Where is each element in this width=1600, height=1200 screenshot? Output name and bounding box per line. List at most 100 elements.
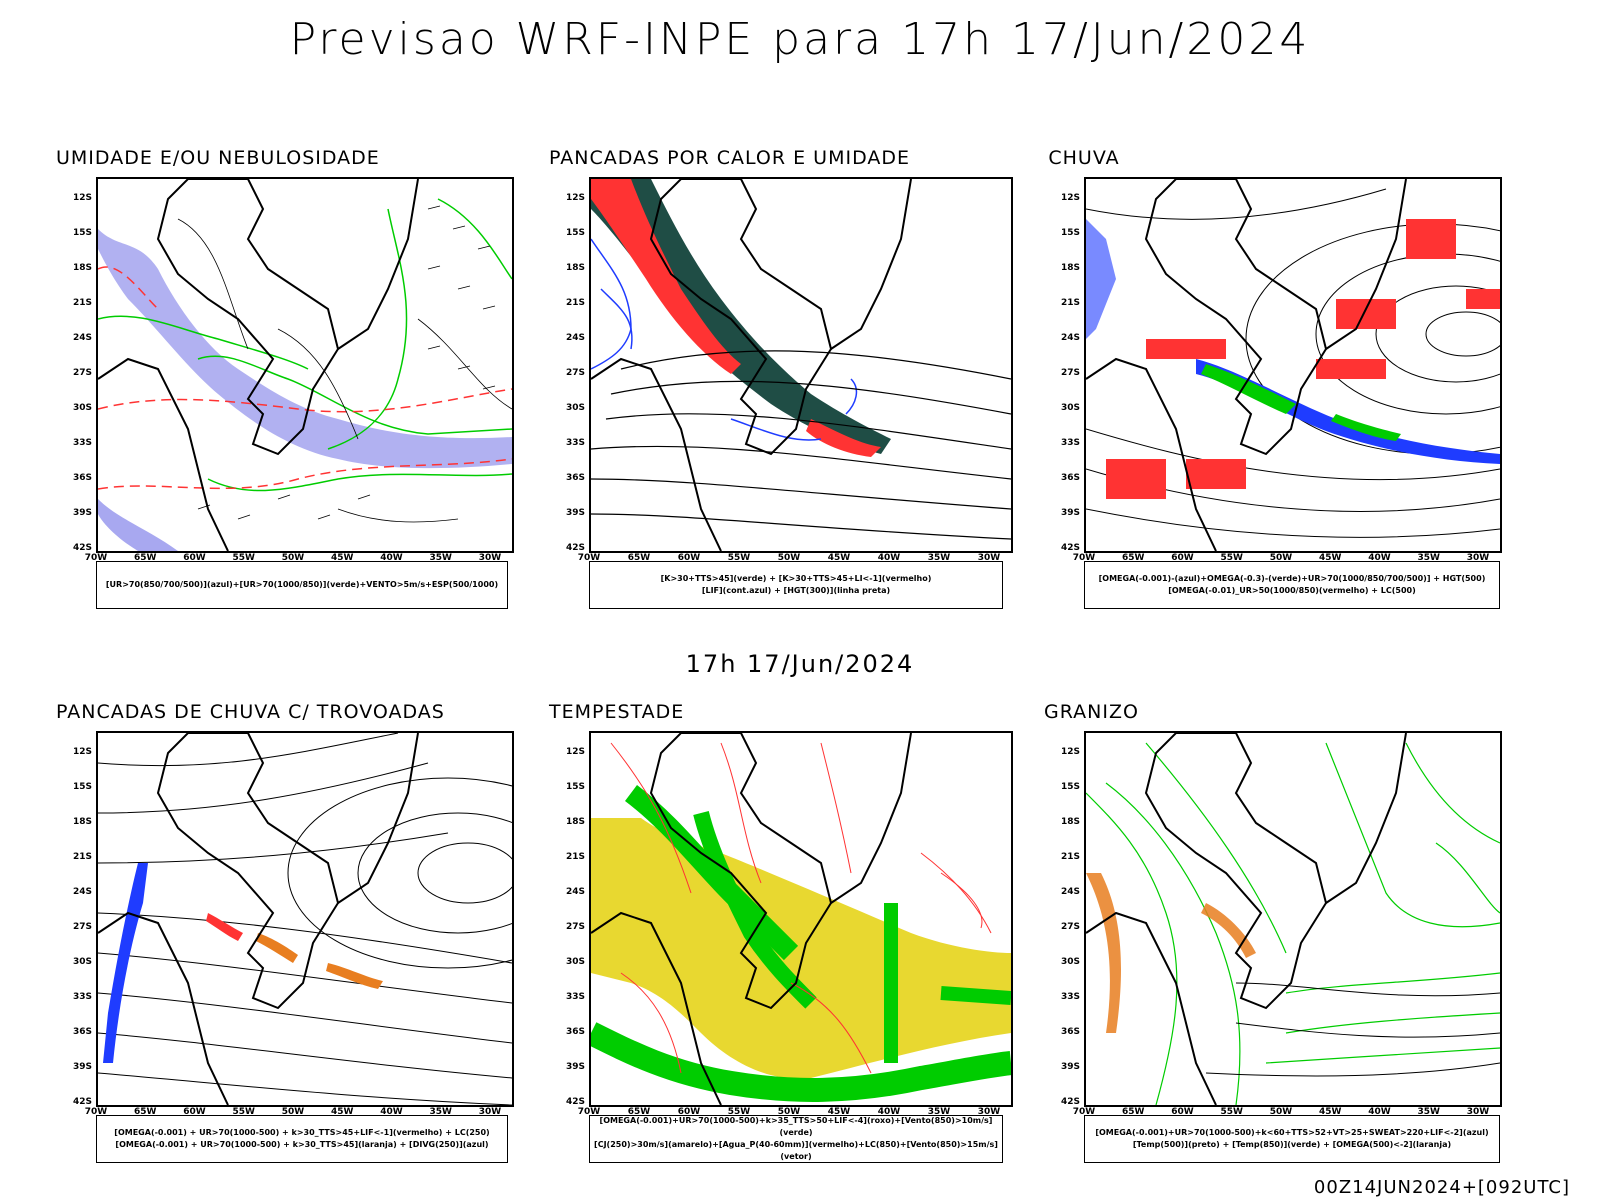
- map-trovoadas: [96, 731, 514, 1107]
- latitude-tick: 21S: [565, 852, 585, 862]
- latitude-tick: 39S: [1060, 1062, 1080, 1072]
- latitude-tick: 15S: [1060, 228, 1080, 238]
- longitude-tick: 50W: [777, 553, 801, 563]
- latitude-tick: 39S: [565, 1062, 585, 1072]
- latitude-tick: 21S: [72, 852, 92, 862]
- longitude-tick: 55W: [727, 553, 751, 563]
- legend-line: [K>30+TTS>45](verde) + [K>30+TTS>45+LI<-…: [660, 574, 932, 583]
- latitude-tick: 27S: [72, 368, 92, 378]
- main-title: Previsao WRF-INPE para 17h 17/Jun/2024: [289, 14, 1311, 65]
- legend-line: [UR>70(850/700/500)](azul)+[UR>70(1000/8…: [105, 580, 499, 589]
- longitude-tick: 50W: [777, 1107, 801, 1117]
- legend-line: [LIF](cont.azul) + [HGT(300)](linha pret…: [701, 586, 891, 595]
- longitude-tick: 45W: [331, 1107, 354, 1117]
- longitude-tick: 65W: [1122, 553, 1145, 563]
- latitude-tick: 12S: [1060, 193, 1080, 203]
- longitude-tick: 55W: [1220, 1107, 1243, 1117]
- legend-box: [OMEGA(-0.001)+UR>70(1000-500)+k>35_TTS>…: [589, 1115, 1003, 1163]
- longitude-tick: 30W: [478, 553, 502, 563]
- longitude-tick: 60W: [677, 1107, 701, 1117]
- latitude-tick: 21S: [1060, 852, 1080, 862]
- latitude-tick: 33S: [565, 438, 585, 448]
- latitude-tick: 24S: [565, 333, 585, 343]
- map-chuva: [1084, 177, 1502, 553]
- panel-title: GRANIZO: [1044, 701, 1139, 723]
- latitude-tick: 15S: [565, 782, 585, 792]
- panel-title: CHUVA: [1048, 147, 1120, 169]
- latitude-tick: 30S: [72, 403, 92, 413]
- longitude-tick: 60W: [1171, 1107, 1194, 1117]
- latitude-tick: 39S: [565, 508, 585, 518]
- panel-title: PANCADAS DE CHUVA C/ TROVOADAS: [56, 701, 445, 723]
- latitude-tick: 12S: [72, 747, 92, 757]
- legend-box: [OMEGA(-0.001)+UR>70(1000-500)+k<60+TTS>…: [1084, 1115, 1500, 1163]
- latitude-tick: 33S: [72, 992, 92, 1002]
- latitude-tick: 18S: [1060, 817, 1080, 827]
- longitude-tick: 45W: [1319, 1107, 1342, 1117]
- longitude-tick: 70W: [84, 553, 108, 563]
- latitude-tick: 30S: [565, 957, 585, 967]
- latitude-tick: 36S: [1060, 1027, 1080, 1037]
- latitude-tick: 36S: [565, 1027, 585, 1037]
- longitude-tick: 60W: [183, 1107, 206, 1117]
- legend-line: [OMEGA(-0.001)+UR>70(1000-500)+k>35_TTS>…: [599, 1116, 993, 1137]
- latitude-tick: 18S: [72, 817, 92, 827]
- latitude-tick: 12S: [565, 747, 585, 757]
- longitude-tick: 30W: [478, 1107, 502, 1117]
- latitude-tick: 36S: [565, 473, 585, 483]
- latitude-tick: 18S: [1060, 263, 1080, 273]
- latitude-tick: 42S: [565, 1097, 585, 1107]
- longitude-tick: 30W: [1466, 553, 1490, 563]
- longitude-tick: 55W: [232, 1107, 255, 1117]
- latitude-tick: 42S: [1060, 1097, 1080, 1107]
- longitude-tick: 35W: [1417, 1107, 1440, 1117]
- latitude-tick: 24S: [1060, 333, 1080, 343]
- longitude-tick: 70W: [84, 1107, 108, 1117]
- legend-line: [CJ(250)>30m/s](amarelo)+[Agua_P(40-60mm…: [594, 1140, 998, 1161]
- longitude-tick: 45W: [331, 553, 354, 563]
- latitude-tick: 21S: [72, 298, 92, 308]
- legend-box: [OMEGA(-0.001) + UR>70(1000-500) + k>30_…: [96, 1115, 508, 1163]
- longitude-tick: 70W: [577, 1107, 601, 1117]
- latitude-tick: 36S: [72, 473, 92, 483]
- panel-title: UMIDADE E/OU NEBULOSIDADE: [56, 147, 380, 169]
- longitude-tick: 40W: [1368, 553, 1391, 563]
- latitude-tick: 21S: [1060, 298, 1080, 308]
- latitude-tick: 36S: [72, 1027, 92, 1037]
- longitude-tick: 55W: [727, 1107, 751, 1117]
- legend-box: [OMEGA(-0.001)-(azul)+OMEGA(-0.3)-(verde…: [1084, 561, 1500, 609]
- latitude-tick: 18S: [565, 263, 585, 273]
- longitude-tick: 35W: [1417, 553, 1440, 563]
- longitude-tick: 45W: [827, 1107, 851, 1117]
- longitude-tick: 65W: [627, 553, 651, 563]
- longitude-tick: 40W: [1368, 1107, 1391, 1117]
- longitude-tick: 40W: [877, 1107, 901, 1117]
- latitude-tick: 30S: [1060, 403, 1080, 413]
- longitude-tick: 50W: [1269, 1107, 1293, 1117]
- longitude-tick: 35W: [927, 1107, 951, 1117]
- mid-title: 17h 17/Jun/2024: [685, 650, 915, 678]
- latitude-tick: 27S: [565, 922, 585, 932]
- latitude-tick: 18S: [565, 817, 585, 827]
- longitude-tick: 40W: [380, 1107, 403, 1117]
- latitude-tick: 39S: [1060, 508, 1080, 518]
- latitude-tick: 15S: [72, 782, 92, 792]
- latitude-tick: 30S: [565, 403, 585, 413]
- run-timestamp: 00Z14JUN2024+[092UTC]: [1313, 1177, 1570, 1198]
- latitude-tick: 12S: [72, 193, 92, 203]
- latitude-tick: 36S: [1060, 473, 1080, 483]
- latitude-tick: 27S: [1060, 922, 1080, 932]
- longitude-tick: 30W: [1466, 1107, 1490, 1117]
- longitude-tick: 30W: [977, 1107, 1001, 1117]
- longitude-tick: 60W: [183, 553, 206, 563]
- latitude-tick: 27S: [72, 922, 92, 932]
- panel-title: PANCADAS POR CALOR E UMIDADE: [549, 147, 911, 169]
- latitude-tick: 39S: [72, 508, 92, 518]
- latitude-tick: 30S: [1060, 957, 1080, 967]
- longitude-tick: 70W: [1072, 1107, 1096, 1117]
- latitude-tick: 42S: [1060, 543, 1080, 553]
- longitude-tick: 35W: [927, 553, 951, 563]
- legend-line: [OMEGA(-0.01)_UR>50(1000/850)(vermelho) …: [1168, 586, 1416, 595]
- longitude-tick: 60W: [677, 553, 701, 563]
- map-umidade: [96, 177, 514, 553]
